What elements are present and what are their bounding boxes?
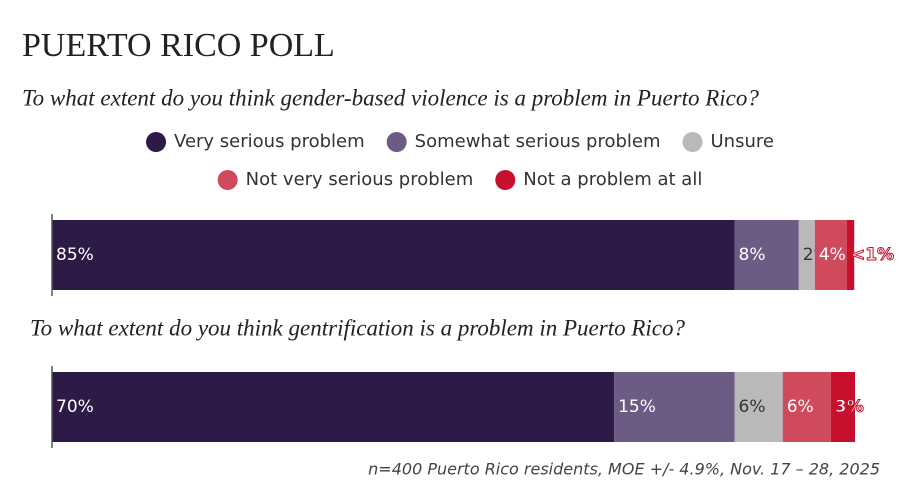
bar-segment	[798, 220, 815, 290]
legend-swatch	[217, 170, 238, 190]
chart-title: PUERTO RICO POLL	[22, 27, 335, 64]
bar-segment	[830, 372, 855, 442]
legend-swatch	[682, 132, 703, 152]
bar-segment	[734, 220, 799, 290]
value-label: 4%	[819, 245, 846, 265]
value-label: 6%	[739, 397, 766, 417]
legend-label: Somewhat serious problem	[415, 131, 661, 152]
bar-segment	[52, 220, 735, 290]
bar-segment	[614, 372, 735, 442]
legend-label: Not a problem at all	[523, 169, 702, 190]
question: To what extent do you think gender-based…	[22, 85, 759, 110]
value-label: 8%	[739, 245, 766, 265]
value-label: 6%	[787, 397, 814, 417]
legend-label: Unsure	[711, 131, 774, 152]
question: To what extent do you think gentrificati…	[30, 315, 686, 340]
value-label: 70%	[56, 397, 94, 417]
value-label: 15%	[618, 397, 656, 417]
legend-swatch	[146, 132, 167, 152]
legend-swatch	[495, 170, 516, 190]
bar-segment	[782, 372, 831, 442]
value-label: 85%	[56, 245, 94, 265]
legend-swatch	[386, 132, 407, 152]
legend-label: Very serious problem	[174, 131, 365, 152]
bar-segment	[814, 220, 847, 290]
bar-segment	[52, 372, 615, 442]
value-label: 3%	[835, 397, 864, 417]
value-label: <1%	[851, 245, 894, 265]
bar-segment	[734, 372, 783, 442]
bar-segment	[846, 220, 855, 290]
note: n=400 Puerto Rico residents, MOE +/- 4.9…	[368, 460, 880, 479]
legend-label: Not very serious problem	[246, 169, 474, 190]
